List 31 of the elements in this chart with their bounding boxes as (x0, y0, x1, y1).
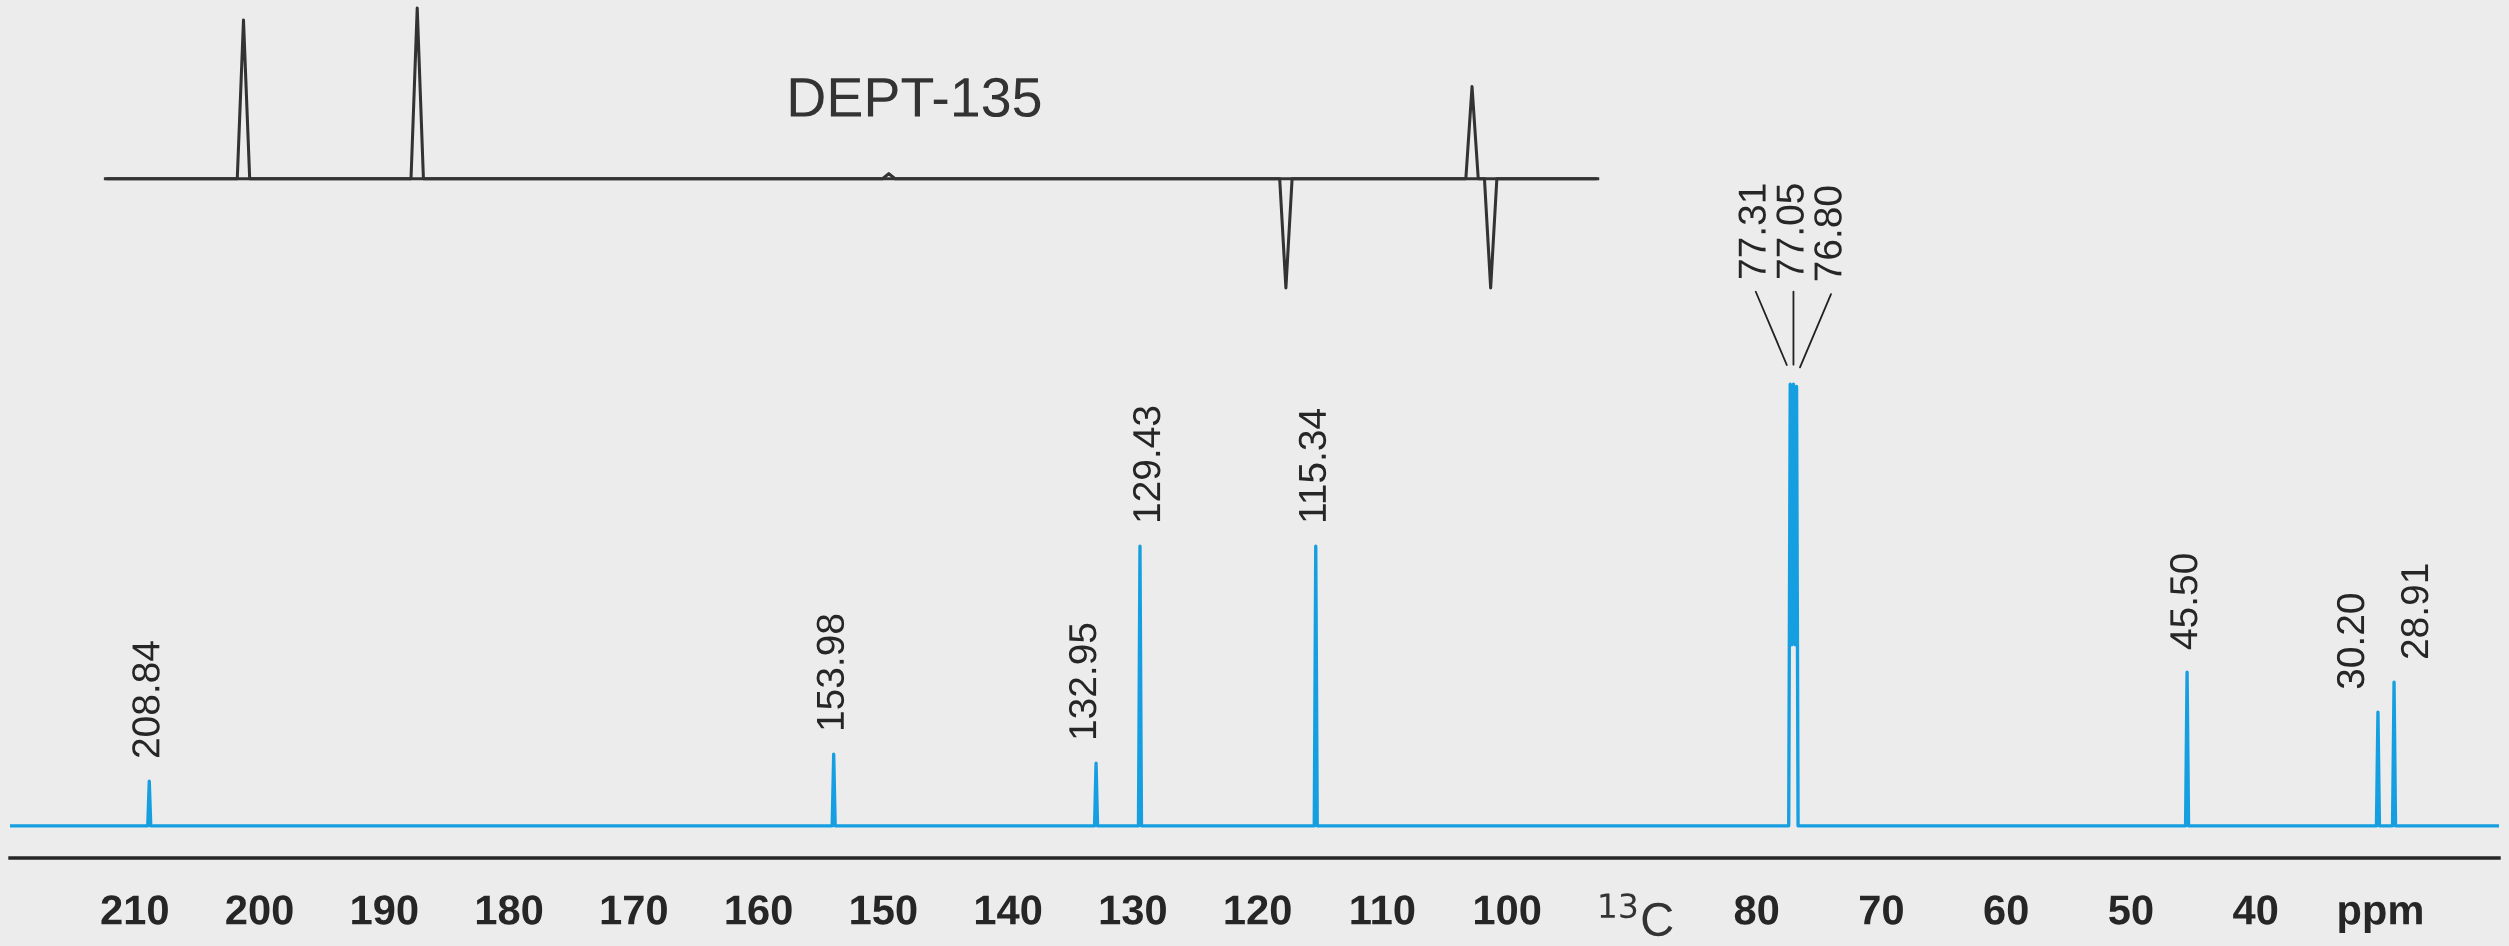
x-tick-label: 180 (476, 895, 543, 925)
annotation: 132.95 (1068, 623, 1097, 739)
text: DEPT-135 (790, 77, 1041, 118)
annotation: 28.91 (2400, 564, 2429, 659)
x-tick-label: 100 (1475, 895, 1541, 925)
x-tick-label: 210 (101, 895, 168, 925)
annotation: 30.20 (2336, 594, 2365, 689)
x-tick-label: 140 (975, 895, 1042, 925)
x-axis-title: $^{13}$C (1600, 893, 1673, 937)
annotation: 208.84 (132, 641, 160, 758)
x-tick-label: 130 (1100, 895, 1166, 925)
x-tick-label: 190 (352, 895, 418, 925)
x-tick-label: 40 (2233, 895, 2278, 925)
x-tick-label: 120 (1225, 895, 1291, 925)
x-tick-label: 70 (1860, 895, 1903, 925)
x-tick-label: ppm (2339, 901, 2422, 933)
annotation: 129.43 (1132, 406, 1161, 522)
x-tick-label: 50 (2109, 895, 2153, 925)
annotation: 115.34 (1298, 409, 1327, 522)
x-tick-label: 160 (726, 895, 792, 925)
x-tick-label: 60 (1984, 895, 2028, 925)
annotation: 77.31 (1738, 184, 1766, 278)
annotation: 153.98 (816, 614, 845, 730)
annotation: 45.50 (2169, 554, 2198, 650)
x-tick-label: 110 (1351, 895, 1415, 925)
annotation: 76.80 (1814, 186, 1842, 281)
annotation: 77.05 (1776, 184, 1804, 278)
x-tick-label: 200 (226, 895, 293, 925)
x-tick-label: 150 (851, 895, 917, 925)
x-tick-label: 80 (1734, 895, 1779, 925)
x-tick-label: 170 (601, 895, 667, 925)
